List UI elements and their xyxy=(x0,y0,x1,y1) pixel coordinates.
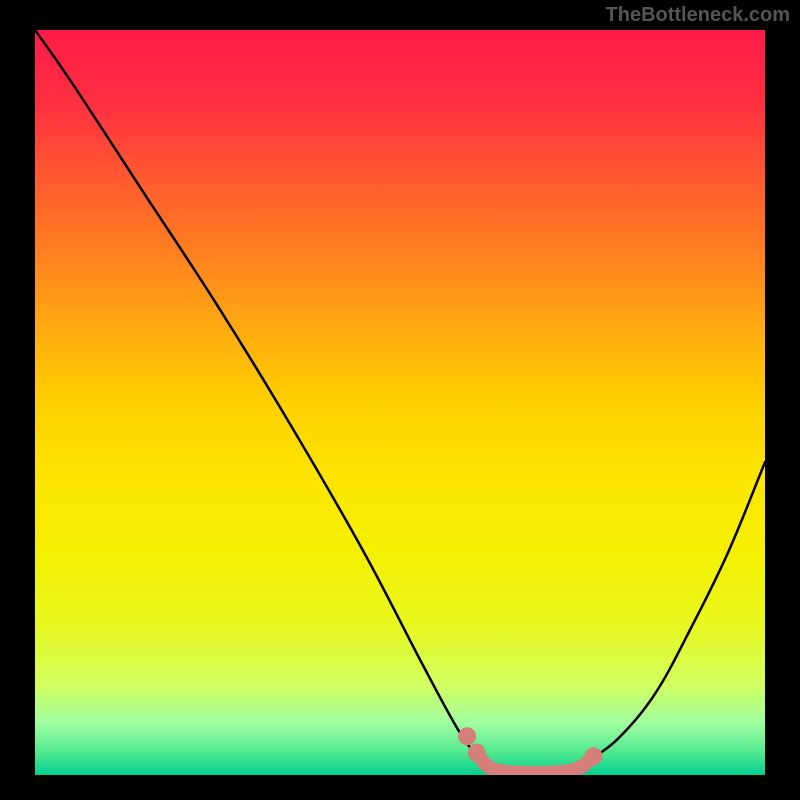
plot-area xyxy=(35,30,765,775)
curve-right xyxy=(590,462,765,760)
curve-svg xyxy=(35,30,765,775)
valley-highlight xyxy=(477,753,594,773)
chart-container: TheBottleneck.com xyxy=(0,0,800,800)
watermark-text: TheBottleneck.com xyxy=(606,4,790,27)
curve-left xyxy=(35,30,480,760)
